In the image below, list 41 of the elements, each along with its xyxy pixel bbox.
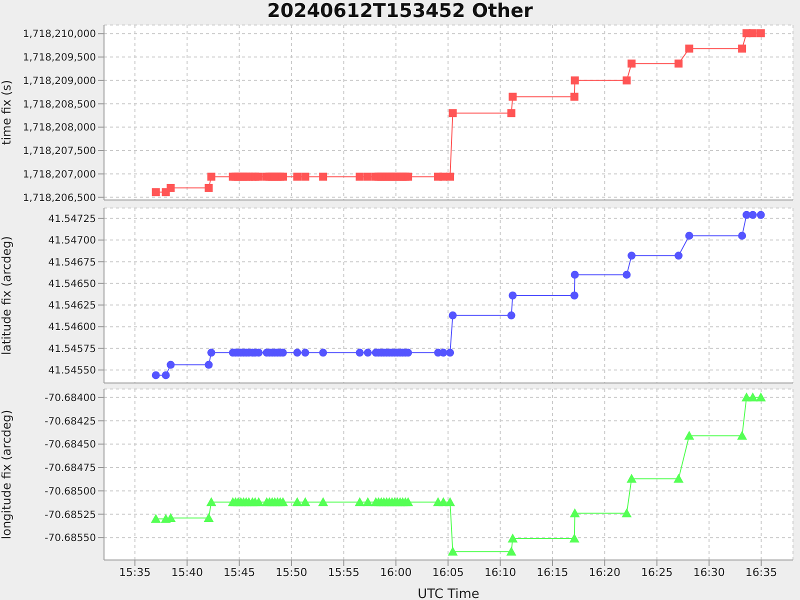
y-axis-title: longitude fix (arcdeg)	[0, 410, 14, 540]
x-tick-label: 16:25	[641, 566, 673, 579]
y-tick-label: -70.68475	[44, 463, 96, 474]
y-tick-label: 41.54650	[48, 278, 96, 290]
x-tick-label: 15:35	[119, 566, 151, 579]
x-axis-title: UTC Time	[418, 587, 480, 600]
y-tick-label: 1,718,209,000	[22, 76, 96, 87]
y-tick-label: 1,718,208,000	[22, 122, 96, 134]
x-tick-label: 15:40	[171, 566, 203, 579]
y-tick-label: 41.54575	[48, 344, 96, 355]
chart-title: 20240612T153452 Other	[266, 0, 534, 22]
x-tick-label: 16:10	[484, 566, 516, 579]
x-tick-label: 15:55	[328, 566, 360, 579]
y-tick-label: -70.68450	[44, 440, 96, 451]
y-tick-label: 1,718,208,500	[22, 99, 96, 110]
y-tick-label: 41.54675	[48, 257, 96, 268]
y-tick-label: 1,718,206,500	[22, 192, 96, 204]
x-tick-label: 16:00	[380, 566, 412, 579]
y-tick-label: 41.54550	[48, 366, 96, 377]
x-tick-label: 16:30	[693, 566, 725, 579]
x-tick-label: 15:50	[276, 566, 308, 579]
y-tick-label: 41.54725	[48, 214, 96, 225]
y-tick-label: 1,718,207,500	[22, 146, 96, 158]
y-tick-label: 41.54625	[48, 300, 96, 312]
y-tick-label: -70.68500	[44, 486, 96, 498]
x-tick-label: 16:05	[432, 566, 464, 579]
x-tick-label: 16:20	[588, 566, 621, 579]
y-tick-label: -70.68425	[44, 416, 96, 428]
y-tick-label: 1,718,209,500	[22, 52, 96, 64]
y-axis-title: latitude fix (arcdeg)	[0, 236, 14, 355]
x-tick-label: 15:45	[223, 566, 256, 579]
y-tick-label: 41.54700	[48, 236, 96, 247]
y-tick-label: 41.54600	[48, 322, 96, 334]
x-tick-label: 16:35	[745, 566, 778, 579]
y-axis-title: time fix (s)	[0, 80, 14, 146]
y-tick-label: 1,718,207,000	[22, 169, 96, 180]
y-tick-label: -70.68400	[44, 392, 96, 404]
y-tick-label: -70.68550	[44, 533, 96, 544]
x-tick-label: 16:15	[536, 566, 568, 579]
y-tick-label: 1,718,210,000	[22, 29, 96, 40]
y-tick-label: -70.68525	[44, 510, 96, 521]
